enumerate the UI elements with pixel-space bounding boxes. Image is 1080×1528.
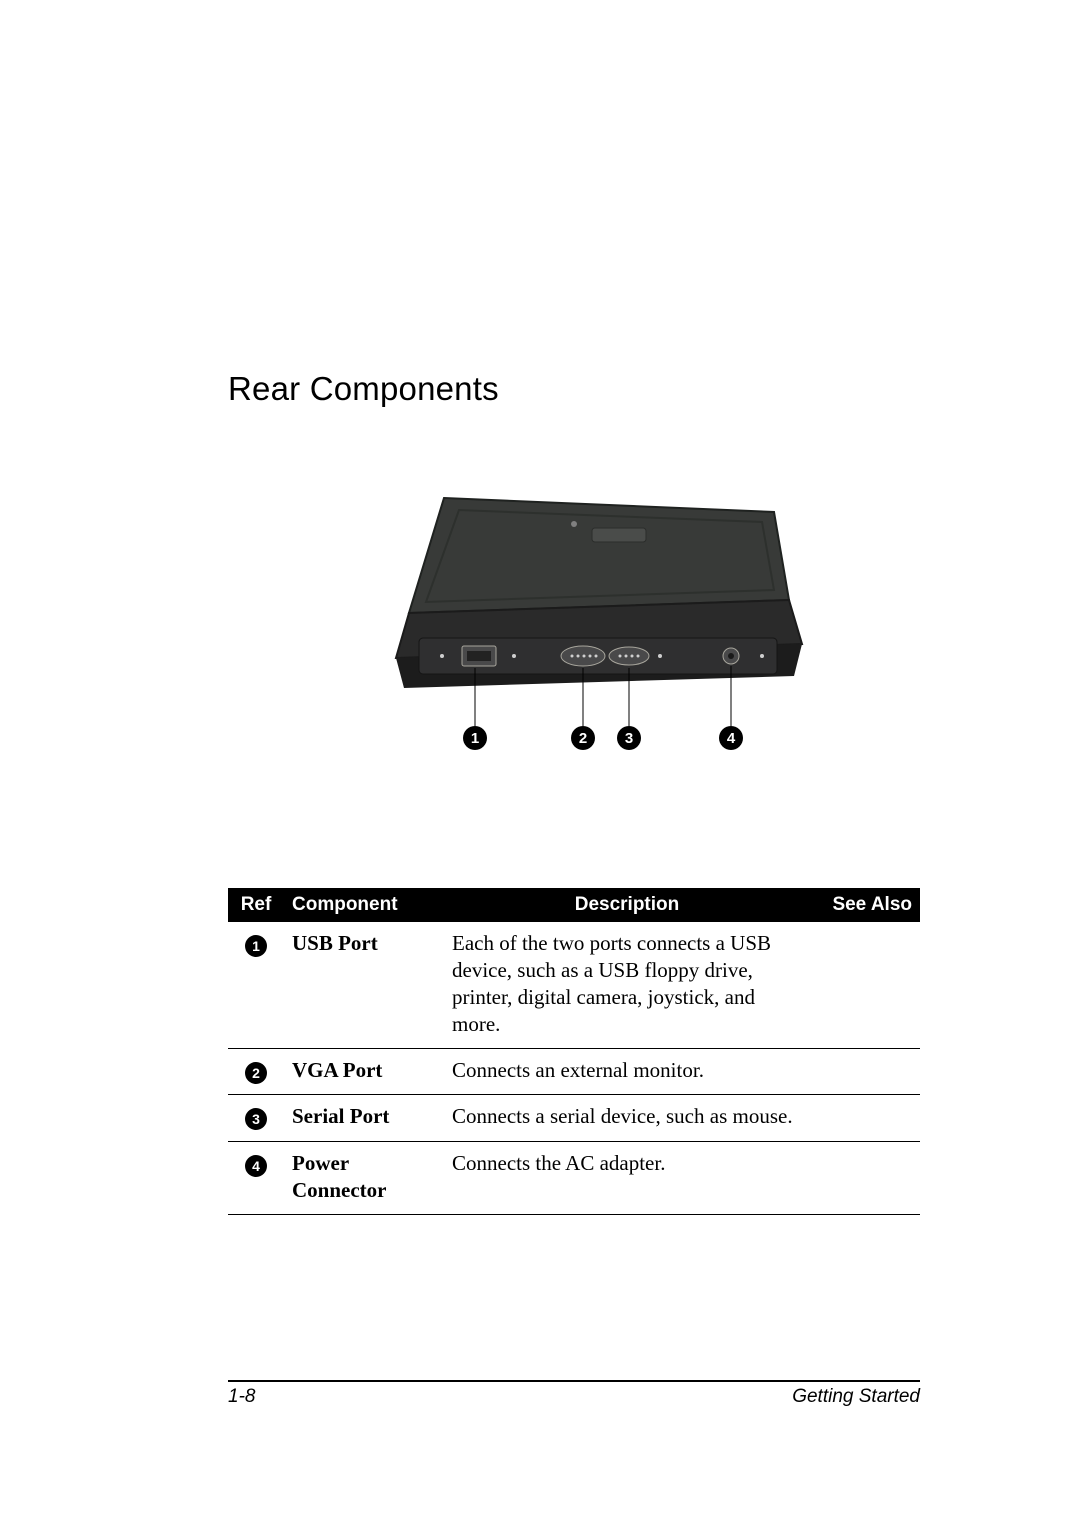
th-description: Description <box>444 888 810 922</box>
table-row: 1 USB Port Each of the two ports connect… <box>228 922 920 1048</box>
callout-2-label: 2 <box>579 730 587 747</box>
cell-see-also <box>810 1095 920 1142</box>
cell-component: USB Port <box>284 922 444 1048</box>
footer-page-number: 1-8 <box>228 1386 255 1408</box>
serial-port-icon <box>609 647 649 665</box>
section-heading: Rear Components <box>228 370 920 408</box>
table-row: 4 Power Connector Connects the AC adapte… <box>228 1142 920 1215</box>
content-area: Rear Components <box>228 370 920 1215</box>
cell-see-also <box>810 922 920 1048</box>
page-footer: 1-8 Getting Started <box>228 1386 920 1408</box>
cell-description: Connects a serial device, such as mouse. <box>444 1095 810 1142</box>
footer-rule <box>228 1380 920 1382</box>
th-component: Component <box>284 888 444 922</box>
device-diagram-svg: 1 2 3 4 <box>324 468 824 768</box>
table-header-row: Ref Component Description See Also <box>228 888 920 922</box>
cell-component: Serial Port <box>284 1095 444 1142</box>
cell-see-also <box>810 1142 920 1215</box>
callout-3-label: 3 <box>625 730 633 747</box>
cell-description: Connects an external monitor. <box>444 1048 810 1095</box>
cell-description: Connects the AC adapter. <box>444 1142 810 1215</box>
cell-description: Each of the two ports connects a USB dev… <box>444 922 810 1048</box>
th-see-also: See Also <box>810 888 920 922</box>
ref-badge: 4 <box>245 1155 267 1177</box>
ref-badge: 3 <box>245 1108 267 1130</box>
table-row: 3 Serial Port Connects a serial device, … <box>228 1095 920 1142</box>
ref-badge: 1 <box>245 935 267 957</box>
callout-1-label: 1 <box>471 730 479 747</box>
rear-components-figure: 1 2 3 4 <box>228 468 920 768</box>
device-lid <box>409 498 789 613</box>
components-table: Ref Component Description See Also 1 USB… <box>228 888 920 1215</box>
port-panel <box>419 638 777 674</box>
th-ref: Ref <box>228 888 284 922</box>
usb-port-icon <box>462 646 496 666</box>
callout-4-label: 4 <box>727 730 736 747</box>
power-connector-icon <box>723 648 739 664</box>
vga-port-icon <box>561 646 605 666</box>
table-row: 2 VGA Port Connects an external monitor. <box>228 1048 920 1095</box>
ref-badge: 2 <box>245 1062 267 1084</box>
cell-component: Power Connector <box>284 1142 444 1215</box>
footer-section-title: Getting Started <box>792 1386 920 1408</box>
cell-see-also <box>810 1048 920 1095</box>
cell-component: VGA Port <box>284 1048 444 1095</box>
page: Rear Components <box>0 0 1080 1528</box>
